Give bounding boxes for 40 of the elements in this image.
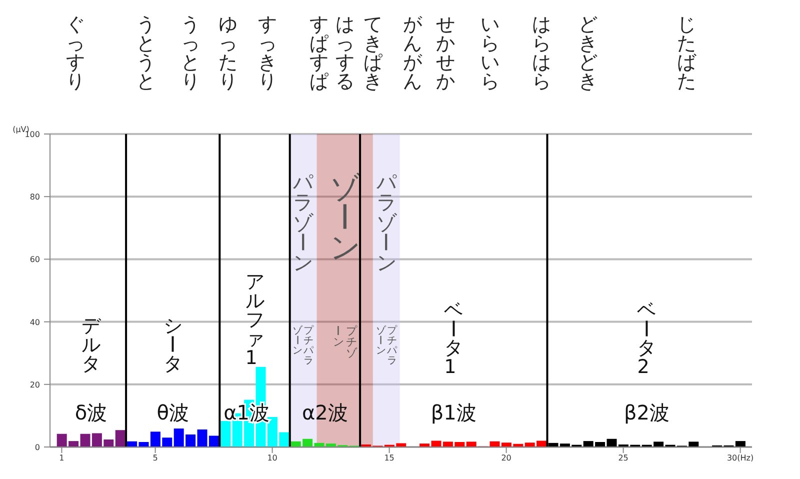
x-tick-label: 1	[59, 454, 64, 463]
annotation: ベータ1	[441, 299, 464, 378]
text: はっする	[335, 13, 354, 92]
annotation: δ波	[74, 400, 108, 425]
text: ゆったり	[218, 13, 238, 92]
text: いらいら	[480, 13, 500, 92]
annotation: θ波	[156, 400, 189, 425]
annotation: プチゾーン	[331, 324, 358, 360]
text: てきぱき	[363, 13, 382, 92]
text: ぐっすり	[66, 13, 86, 92]
annotation: β1波	[430, 400, 476, 425]
text: プチパラゾーン	[374, 326, 397, 367]
text: プチパラゾーン	[290, 326, 314, 367]
annotation: デルタ	[81, 314, 102, 375]
text: どきどき	[578, 13, 598, 92]
y-tick-label: 60	[30, 255, 40, 264]
x-tick-label: 5	[152, 454, 158, 463]
x-tick-label: 20	[501, 454, 512, 463]
annotation: アルファ1	[245, 271, 264, 370]
x-tick-label: 10	[267, 454, 278, 463]
text: はらはら	[532, 13, 551, 92]
text: うっとり	[180, 13, 200, 92]
text: せかせか	[436, 13, 455, 92]
text: すぱすぱ	[310, 13, 329, 92]
band-label: パラゾーン	[290, 170, 315, 275]
y-tick-label: 80	[30, 192, 40, 202]
x-tick-label: 15	[384, 454, 394, 463]
text: うとうと	[136, 13, 156, 92]
annotation: ベータ2	[634, 299, 656, 378]
y-tick-label: 20	[30, 380, 40, 390]
text: すっきり	[258, 13, 278, 92]
annotation: α2波	[302, 400, 348, 425]
text: がんがん	[403, 13, 424, 92]
y-tick-label: 0	[34, 443, 40, 452]
annotation: シータ	[160, 314, 183, 375]
y-tick-label: 40	[30, 318, 40, 327]
x-tick-label: 30(Hz)	[726, 454, 754, 463]
text: じたばた	[676, 13, 697, 92]
annotation: β2波	[624, 400, 670, 425]
x-tick-label: 25	[618, 454, 628, 463]
